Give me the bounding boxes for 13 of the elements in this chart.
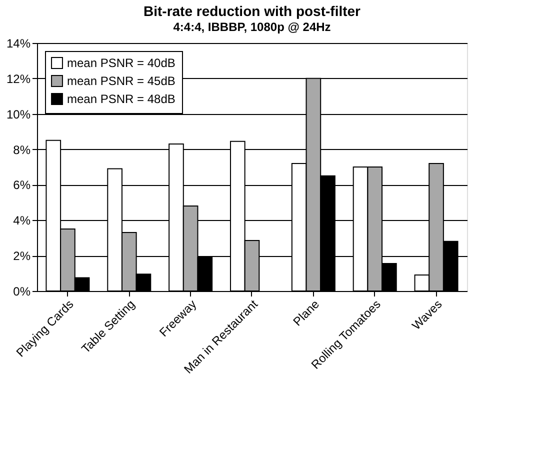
y-tick-label: 4% bbox=[13, 214, 31, 228]
legend-label: mean PSNR = 40dB bbox=[67, 56, 176, 70]
y-tick-label: 14% bbox=[6, 36, 31, 50]
y-tick-label: 6% bbox=[13, 178, 31, 192]
y-tick-label: 10% bbox=[6, 107, 31, 122]
legend-label: mean PSNR = 48dB bbox=[67, 92, 176, 106]
legend-label: mean PSNR = 45dB bbox=[67, 74, 176, 88]
y-tick-label: 12% bbox=[6, 72, 31, 86]
chart-title: Bit-rate reduction with post-filter bbox=[144, 3, 362, 19]
y-tick-label: 2% bbox=[13, 249, 31, 264]
y-tick-label: 0% bbox=[13, 284, 31, 298]
chart-subtitle: 4:4:4, IBBBP, 1080p @ 24Hz bbox=[173, 20, 331, 34]
y-tick-label: 8% bbox=[13, 142, 31, 157]
